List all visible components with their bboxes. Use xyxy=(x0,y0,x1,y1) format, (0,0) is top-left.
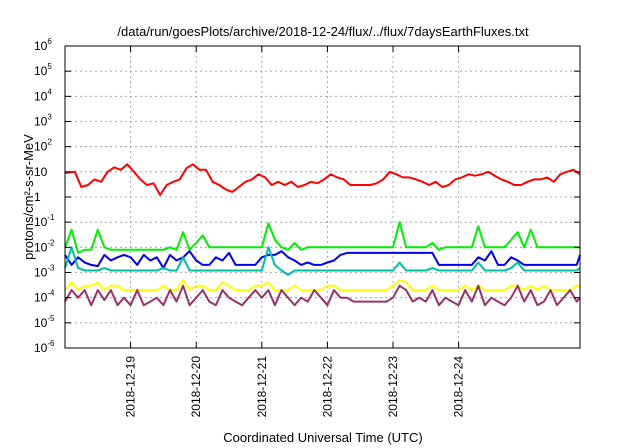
x-tick-label: 2018-12-19 xyxy=(124,356,138,418)
y-tick-base: 10 xyxy=(34,316,48,330)
series-line-5 xyxy=(64,279,580,292)
y-tick-exponent: -4 xyxy=(47,289,55,298)
y-tick-label: 106 xyxy=(34,37,52,53)
y-tick-label: 10 xyxy=(34,165,48,179)
series-line-4 xyxy=(64,246,581,276)
y-tick-base: 10 xyxy=(34,89,48,103)
y-tick-base: 10 xyxy=(34,165,48,179)
series-line-3 xyxy=(64,250,581,270)
chart-title: /data/run/goesPlots/archive/2018-12-24/f… xyxy=(117,24,529,39)
y-tick-base: 10 xyxy=(34,266,48,280)
y-axis: 10-610-510-410-310-210-11101021031041051… xyxy=(34,37,580,355)
y-tick-base: 10 xyxy=(34,140,48,154)
y-tick-base: 10 xyxy=(34,64,48,78)
y-tick-base: 1 xyxy=(34,190,41,204)
x-axis: 2018-12-19 2018-12-20 2018-12-21 2018-12-22… xyxy=(124,46,466,417)
series-line-6 xyxy=(64,284,581,307)
y-tick-exponent: 5 xyxy=(47,62,52,71)
x-axis-label: Coordinated Universal Time (UTC) xyxy=(223,430,422,445)
series-group xyxy=(64,163,581,307)
y-tick-base: 10 xyxy=(34,291,48,305)
y-tick-label: 103 xyxy=(34,113,52,129)
y-tick-label: 102 xyxy=(34,138,52,154)
y-tick-label: 1 xyxy=(34,190,41,204)
y-axis-label: protons/cm²-s-sr-MeV xyxy=(21,134,36,260)
y-tick-base: 10 xyxy=(34,115,48,129)
y-tick-exponent: -3 xyxy=(47,264,55,273)
y-tick-exponent: 3 xyxy=(47,113,52,122)
series-line-2 xyxy=(64,221,580,254)
y-tick-exponent: -5 xyxy=(47,314,55,323)
x-tick-label: 2018-12-23 xyxy=(386,356,400,418)
grid xyxy=(65,46,580,348)
y-tick-exponent: -1 xyxy=(47,213,55,222)
y-tick-label: 10-3 xyxy=(34,264,55,280)
y-tick-base: 10 xyxy=(34,215,48,229)
y-tick-exponent: 2 xyxy=(47,138,52,147)
y-tick-exponent: 6 xyxy=(47,37,52,46)
y-tick-label: 10-4 xyxy=(34,289,55,305)
y-tick-base: 10 xyxy=(34,39,48,53)
y-tick-exponent: -6 xyxy=(47,339,55,348)
y-tick-label: 104 xyxy=(34,87,52,103)
y-tick-label: 10-6 xyxy=(34,339,55,355)
y-tick-base: 10 xyxy=(34,341,48,355)
series-line-1 xyxy=(64,163,581,196)
y-tick-label: 10-2 xyxy=(34,238,55,254)
x-tick-label: 2018-12-20 xyxy=(189,356,203,418)
x-tick-label: 2018-12-24 xyxy=(452,356,466,418)
y-tick-label: 10-5 xyxy=(34,314,55,330)
x-tick-label: 2018-12-22 xyxy=(320,356,334,418)
y-tick-exponent: -2 xyxy=(47,238,55,247)
y-tick-label: 105 xyxy=(34,62,52,78)
y-tick-base: 10 xyxy=(34,240,48,254)
x-tick-label: 2018-12-21 xyxy=(255,356,269,418)
y-tick-exponent: 4 xyxy=(47,87,52,96)
y-tick-label: 10-1 xyxy=(34,213,55,229)
